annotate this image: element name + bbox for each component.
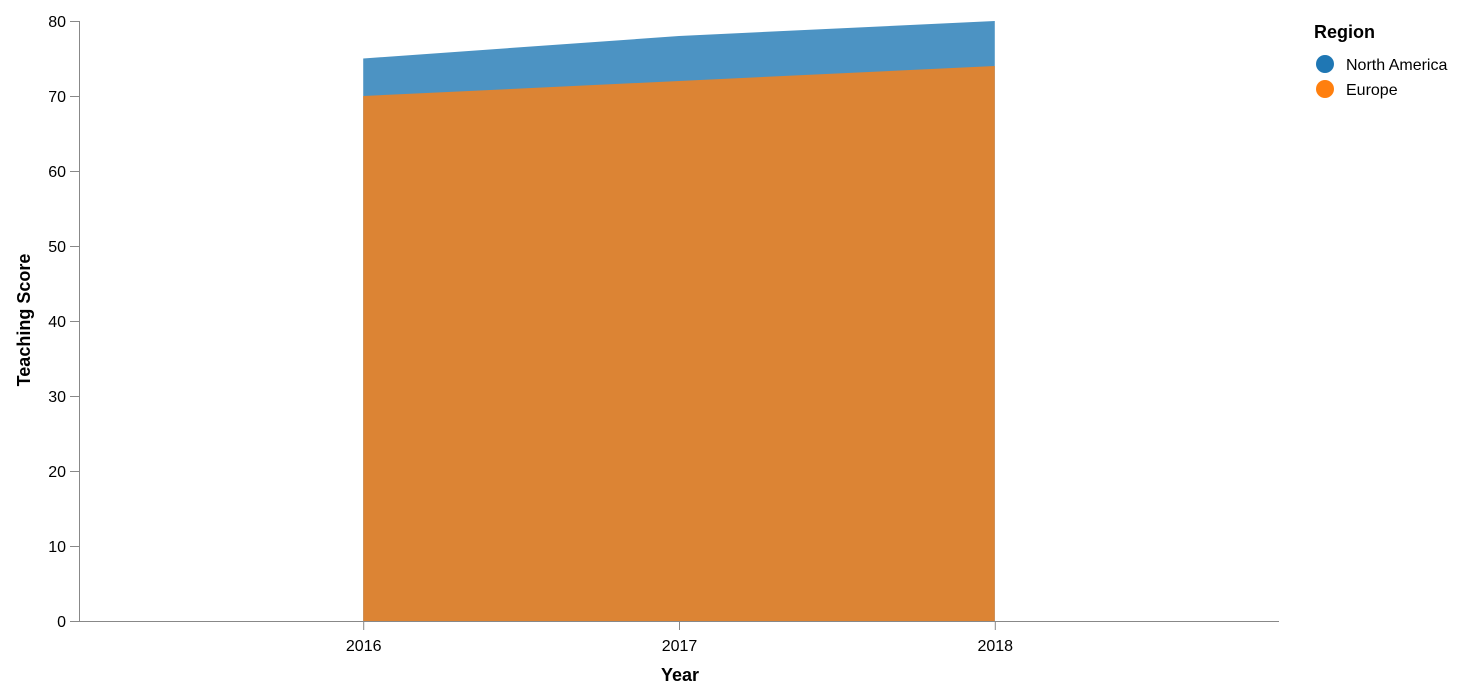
- y-tick-label: 0: [57, 614, 66, 631]
- y-tick-label: 40: [48, 314, 66, 331]
- legend: Region North America Europe: [1314, 22, 1447, 99]
- y-axis-title: Teaching Score: [14, 254, 34, 387]
- y-tick-label: 80: [48, 14, 66, 31]
- y-tick-label: 70: [48, 89, 66, 106]
- y-tick-label: 60: [48, 164, 66, 181]
- legend-label: Europe: [1346, 82, 1398, 99]
- y-tick-label: 20: [48, 464, 66, 481]
- legend-symbol: [1316, 80, 1334, 98]
- legend-symbol: [1316, 55, 1334, 73]
- y-tick-label: 10: [48, 539, 66, 556]
- legend-label: North America: [1346, 57, 1447, 74]
- x-axis: 2016 2017 2018: [79, 621, 1279, 655]
- x-tick-label: 2017: [662, 638, 698, 655]
- x-tick-label: 2018: [977, 638, 1013, 655]
- x-tick-label: 2016: [346, 638, 382, 655]
- y-axis: 0 10 20 30 40 50 60 70 80: [48, 14, 80, 631]
- area-europe: [363, 66, 995, 621]
- y-tick-label: 30: [48, 389, 66, 406]
- x-axis-title: Year: [661, 665, 699, 685]
- plot-area: [363, 21, 995, 621]
- legend-title: Region: [1314, 22, 1375, 42]
- y-tick-label: 50: [48, 239, 66, 256]
